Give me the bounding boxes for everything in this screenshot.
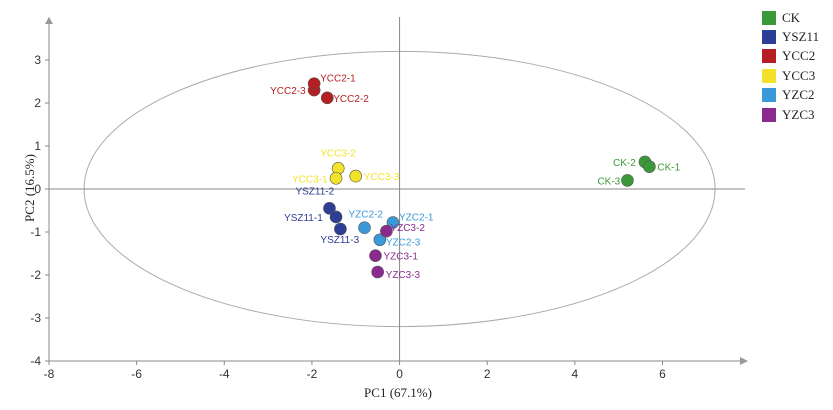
- y-tick-label: 1: [34, 139, 41, 153]
- legend-item: YZC2: [762, 86, 832, 105]
- legend-label: YZC2: [782, 87, 815, 103]
- y-tick-label: -4: [30, 354, 41, 368]
- axes: [45, 17, 748, 365]
- x-tick-label: -8: [44, 367, 55, 381]
- legend-swatch: [762, 107, 776, 122]
- point-labels: CK-2 CK-1 CK-3 YSZ11-2 YSZ11-1 YSZ11-3 YCC2-3 Y…: [270, 74, 680, 281]
- x-axis-label: PC1 (67.1%): [364, 385, 432, 400]
- point-label: YZC3-3: [386, 270, 421, 281]
- data-points: [307, 77, 656, 279]
- legend-item: CK: [762, 8, 832, 27]
- data-point: [386, 216, 400, 229]
- x-tick-label: 6: [659, 367, 666, 381]
- data-point: [369, 249, 382, 262]
- y-tick-label: -1: [30, 225, 41, 239]
- data-point: [621, 174, 634, 187]
- x-tick-label: 4: [572, 367, 579, 381]
- ticks: -8 -6 -4 -2 0 2 4 6 -4 -3 -2 -1 0 1 2 3: [30, 53, 666, 381]
- x-axis-arrow: [740, 357, 748, 365]
- data-point: [334, 222, 347, 236]
- point-label: CK-3: [597, 176, 620, 187]
- data-point: [349, 169, 363, 183]
- point-label: YZC2-3: [386, 238, 421, 249]
- legend-swatch: [762, 49, 776, 64]
- y-axis-label: PC2 (16.5%): [22, 154, 37, 222]
- legend-label: CK: [782, 9, 801, 25]
- y-tick-label: 2: [34, 96, 41, 110]
- point-label: YCC2-2: [333, 94, 369, 105]
- legend-label: YCC3: [782, 67, 816, 83]
- point-label: CK-1: [657, 163, 680, 174]
- y-tick-label: 3: [34, 53, 41, 67]
- data-point: [307, 77, 321, 90]
- point-label: YCC3-3: [364, 172, 400, 183]
- point-label: YSZ11-2: [295, 186, 334, 197]
- point-label: YCC2-1: [320, 74, 356, 85]
- point-label: YZC2-2: [349, 210, 384, 221]
- point-label: YZC3-1: [383, 252, 418, 263]
- x-tick-label: -6: [131, 367, 142, 381]
- legend-item: YCC2: [762, 47, 832, 66]
- point-label: YCC2-3: [270, 86, 306, 97]
- data-point: [371, 265, 384, 279]
- x-tick-label: 0: [396, 367, 403, 381]
- y-tick-label: 0: [34, 182, 41, 196]
- x-tick-label: 2: [484, 367, 491, 381]
- legend-item: YCC3: [762, 66, 832, 85]
- data-point: [329, 210, 343, 224]
- legend-label: YSZ11: [782, 29, 820, 45]
- data-point: [380, 224, 393, 238]
- data-point: [373, 233, 387, 247]
- point-label: YCC3-1: [292, 174, 328, 185]
- data-point: [320, 91, 334, 105]
- point-label: YZC3-2: [390, 223, 425, 234]
- point-label: YSZ11-1: [284, 213, 323, 224]
- legend-item: YZC3: [762, 105, 832, 124]
- legend-swatch: [762, 10, 776, 25]
- point-label: YZC2-1: [399, 213, 434, 224]
- x-tick-label: -4: [219, 367, 230, 381]
- legend-label: YCC2: [782, 48, 816, 64]
- data-point: [358, 221, 371, 234]
- legend-swatch: [762, 68, 776, 83]
- legend-label: YZC3: [782, 106, 815, 122]
- point-label: CK-2: [613, 158, 636, 169]
- y-tick-label: -2: [30, 268, 41, 282]
- y-axis-arrow: [45, 17, 53, 24]
- point-label: YSZ11-3: [320, 235, 359, 246]
- data-point: [323, 202, 336, 215]
- data-point: [643, 160, 656, 173]
- y-tick-label: -3: [30, 311, 41, 325]
- data-point: [329, 171, 343, 185]
- x-tick-label: -2: [307, 367, 318, 381]
- legend: CK YSZ11 YCC2 YCC3 YZC2 YZC3: [762, 8, 832, 124]
- point-label: YCC3-2: [320, 148, 356, 159]
- legend-swatch: [762, 88, 776, 103]
- legend-swatch: [762, 30, 776, 45]
- legend-item: YSZ11: [762, 27, 832, 46]
